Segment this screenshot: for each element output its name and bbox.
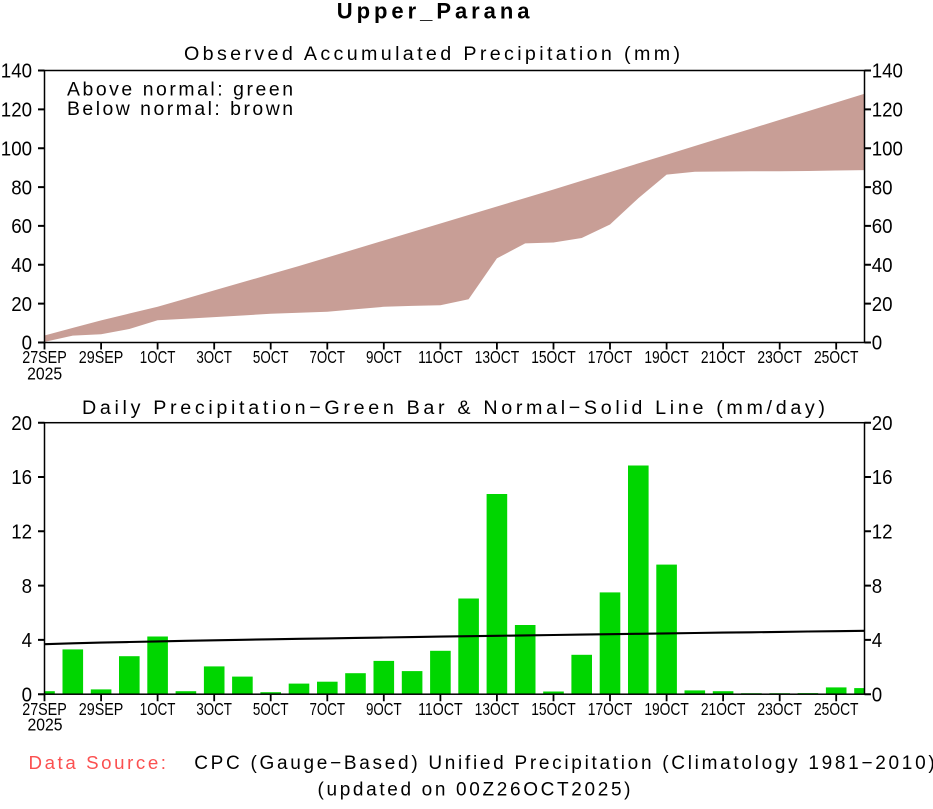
svg-text:1OCT: 1OCT <box>140 347 176 367</box>
svg-text:Daily Precipitation−Green Bar: Daily Precipitation−Green Bar & Normal−S… <box>82 397 825 419</box>
svg-text:120: 120 <box>1 100 32 122</box>
svg-text:40: 40 <box>11 255 32 277</box>
svg-text:120: 120 <box>872 100 903 122</box>
svg-text:0: 0 <box>872 684 882 706</box>
svg-text:2025: 2025 <box>27 363 62 383</box>
svg-text:Observed Accumulated Precipita: Observed Accumulated Precipitation (mm) <box>184 43 680 65</box>
svg-text:Above normal: green: Above normal: green <box>67 79 293 101</box>
svg-text:3OCT: 3OCT <box>196 347 232 367</box>
svg-text:25OCT: 25OCT <box>814 347 859 367</box>
svg-text:5OCT: 5OCT <box>253 699 289 719</box>
svg-text:16: 16 <box>872 467 893 489</box>
svg-text:5OCT: 5OCT <box>253 347 289 367</box>
svg-text:12: 12 <box>872 522 893 544</box>
svg-text:21OCT: 21OCT <box>701 347 746 367</box>
svg-text:15OCT: 15OCT <box>531 347 576 367</box>
svg-text:12: 12 <box>11 522 32 544</box>
svg-text:(updated on 00Z26OCT2025): (updated on 00Z26OCT2025) <box>318 779 631 800</box>
svg-text:20: 20 <box>872 294 893 316</box>
svg-text:9OCT: 9OCT <box>366 347 402 367</box>
svg-text:0: 0 <box>22 684 32 706</box>
svg-text:140: 140 <box>1 61 32 83</box>
svg-text:29SEP: 29SEP <box>79 699 124 719</box>
svg-text:20: 20 <box>872 413 893 435</box>
svg-text:80: 80 <box>11 177 32 199</box>
svg-text:20: 20 <box>11 294 32 316</box>
svg-text:16: 16 <box>11 467 32 489</box>
svg-text:7OCT: 7OCT <box>309 347 345 367</box>
svg-text:17OCT: 17OCT <box>588 347 633 367</box>
svg-text:8: 8 <box>872 576 882 598</box>
svg-text:0: 0 <box>22 333 32 355</box>
svg-text:60: 60 <box>11 216 32 238</box>
svg-text:1OCT: 1OCT <box>140 699 176 719</box>
svg-text:100: 100 <box>872 138 903 160</box>
svg-text:CPC (Gauge−Based) Unified Prec: CPC (Gauge−Based) Unified Precipitation … <box>194 753 933 774</box>
svg-text:Below normal: brown: Below normal: brown <box>67 98 293 120</box>
svg-text:7OCT: 7OCT <box>309 699 345 719</box>
svg-text:3OCT: 3OCT <box>196 699 232 719</box>
svg-text:40: 40 <box>872 255 893 277</box>
svg-text:11OCT: 11OCT <box>418 699 463 719</box>
svg-text:4: 4 <box>872 630 882 652</box>
svg-text:2025: 2025 <box>28 715 63 735</box>
svg-text:20: 20 <box>11 413 32 435</box>
svg-text:80: 80 <box>872 177 893 199</box>
svg-text:25OCT: 25OCT <box>814 699 859 719</box>
svg-text:13OCT: 13OCT <box>475 347 520 367</box>
svg-text:8: 8 <box>22 576 32 598</box>
svg-text:100: 100 <box>1 138 32 160</box>
svg-text:140: 140 <box>872 61 903 83</box>
svg-text:4: 4 <box>22 630 32 652</box>
svg-text:23OCT: 23OCT <box>757 347 802 367</box>
svg-text:23OCT: 23OCT <box>757 699 802 719</box>
svg-text:11OCT: 11OCT <box>418 347 463 367</box>
svg-text:21OCT: 21OCT <box>701 699 746 719</box>
svg-text:27SEP: 27SEP <box>22 347 67 367</box>
svg-text:19OCT: 19OCT <box>644 347 689 367</box>
svg-text:13OCT: 13OCT <box>475 699 520 719</box>
svg-text:17OCT: 17OCT <box>588 699 633 719</box>
svg-text:9OCT: 9OCT <box>366 699 402 719</box>
svg-text:60: 60 <box>872 216 893 238</box>
svg-text:19OCT: 19OCT <box>644 699 689 719</box>
svg-text:27SEP: 27SEP <box>22 699 67 719</box>
svg-text:0: 0 <box>872 333 882 355</box>
svg-text:29SEP: 29SEP <box>79 347 124 367</box>
svg-text:15OCT: 15OCT <box>531 699 576 719</box>
